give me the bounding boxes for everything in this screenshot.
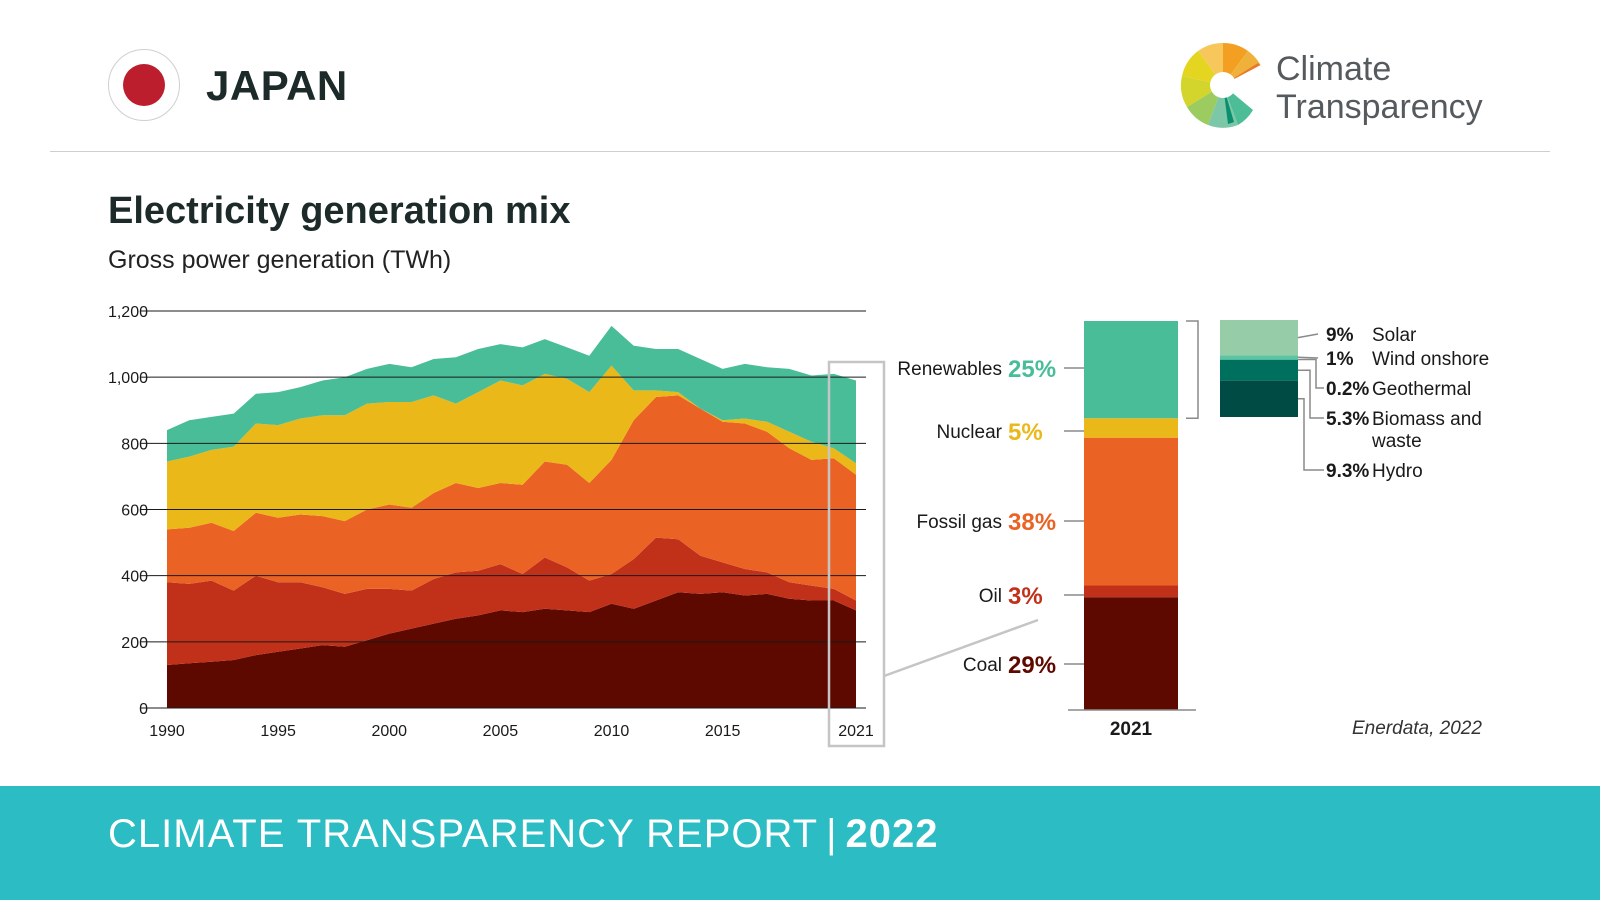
bar-2021-coal — [1084, 597, 1178, 710]
renewables-label-geothermal: Geothermal — [1372, 379, 1471, 400]
chart-title: Electricity generation mix — [108, 190, 571, 232]
brand-name: Climate Transparency — [1276, 50, 1483, 126]
brand-line-2: Transparency — [1276, 88, 1483, 126]
chart-subtitle: Gross power generation (TWh) — [108, 246, 452, 274]
x-tick-label: 1995 — [260, 723, 296, 740]
y-tick-label: 1,200 — [108, 304, 148, 321]
highlight-box — [827, 360, 886, 748]
electricity-mix-chart: 0 200 400 600 800 1,000 1,200 1990 1995 2000 2005 2… — [108, 304, 1489, 748]
renewables-leader-line — [1297, 356, 1319, 359]
renewables-label-hydro: Hydro — [1372, 461, 1423, 482]
renewables-solar — [1220, 320, 1298, 356]
bar-pct-renewables: 25% — [1008, 356, 1056, 383]
bar-label-nuclear: Nuclear — [937, 422, 1003, 443]
renewables-label-biomass-waste: Biomass and — [1372, 409, 1482, 430]
bar-pct-nuclear: 5% — [1008, 419, 1043, 446]
renewables-leader-line — [1298, 369, 1324, 419]
x-tick-label: 2000 — [371, 723, 407, 740]
footer-bar: CLIMATE TRANSPARENCY REPORT | 2022 — [0, 786, 1600, 900]
area-oil — [167, 537, 856, 665]
y-tick-label: 400 — [121, 569, 148, 586]
renewables-pct-wind-onshore: 1% — [1326, 349, 1354, 370]
bar-2021-fossil-gas — [1084, 437, 1178, 586]
x-tick-label: 1990 — [149, 723, 185, 740]
footer-separator: | — [826, 812, 838, 856]
y-tick-label: 800 — [121, 436, 148, 453]
renewables-biomass-waste — [1220, 359, 1298, 381]
renewables-label-solar: Solar — [1372, 325, 1417, 346]
renewables-leader-line — [1298, 398, 1324, 471]
logo-ray — [1182, 51, 1223, 85]
area-coal — [167, 592, 856, 708]
bar-pct-coal: 29% — [1008, 652, 1056, 679]
x-tick-label: 2005 — [483, 723, 519, 740]
y-tick-label: 200 — [121, 635, 148, 652]
renewables-pct-geothermal: 0.2% — [1326, 379, 1369, 400]
renewables-leader-line — [1298, 358, 1324, 389]
bar-2021-nuclear — [1084, 418, 1178, 438]
renewables-wind-onshore — [1220, 355, 1298, 360]
footer-text: CLIMATE TRANSPARENCY REPORT | 2022 — [108, 812, 938, 857]
renewables-bracket — [1186, 320, 1199, 419]
flag-red-disc — [123, 64, 165, 106]
header-divider — [50, 151, 1550, 152]
bar-category-label: 2021 — [1110, 719, 1153, 740]
area-nuclear — [167, 365, 856, 531]
bar-label-oil: Oil — [979, 586, 1002, 607]
y-tick-label: 0 — [139, 701, 148, 718]
x-tick-label: 2021 — [838, 723, 874, 740]
bar-label-coal: Coal — [963, 655, 1002, 676]
logo-opening — [1223, 61, 1268, 109]
source-note: Enerdata, 2022 — [1352, 718, 1482, 739]
renewables-leader-line — [1297, 333, 1319, 339]
y-tick-label: 1,000 — [108, 370, 148, 387]
area-fossil-gas — [167, 395, 856, 601]
renewables-label-biomass-waste-line2: waste — [1371, 431, 1422, 452]
japan-flag-icon — [108, 49, 180, 121]
renewables-geothermal — [1220, 359, 1298, 360]
bar-pct-fossil-gas: 38% — [1008, 509, 1056, 536]
bar-label-renewables: Renewables — [897, 359, 1002, 380]
report-year: 2022 — [845, 812, 939, 856]
x-tick-label: 2010 — [594, 723, 630, 740]
renewables-pct-biomass-waste: 5.3% — [1326, 409, 1369, 430]
renewables-pct-hydro: 9.3% — [1326, 461, 1369, 482]
renewables-hydro — [1220, 380, 1298, 417]
brand-line-1: Climate — [1276, 50, 1392, 88]
bar-label-fossil-gas: Fossil gas — [916, 512, 1002, 533]
bar-2021-renewables — [1084, 321, 1178, 419]
bar-2021-oil — [1084, 585, 1178, 598]
logo-ray — [1187, 85, 1223, 125]
x-tick-label: 2015 — [705, 723, 741, 740]
y-tick-label: 600 — [121, 503, 148, 520]
bar-pct-oil: 3% — [1008, 583, 1043, 610]
renewables-label-wind-onshore: Wind onshore — [1372, 349, 1489, 370]
highlight-connector — [883, 618, 1039, 678]
country-title: JAPAN — [206, 62, 348, 109]
report-label: CLIMATE TRANSPARENCY REPORT — [108, 812, 819, 856]
area-renewables — [167, 325, 856, 464]
climate-transparency-logo-icon — [1180, 42, 1268, 128]
renewables-pct-solar: 9% — [1326, 325, 1354, 346]
